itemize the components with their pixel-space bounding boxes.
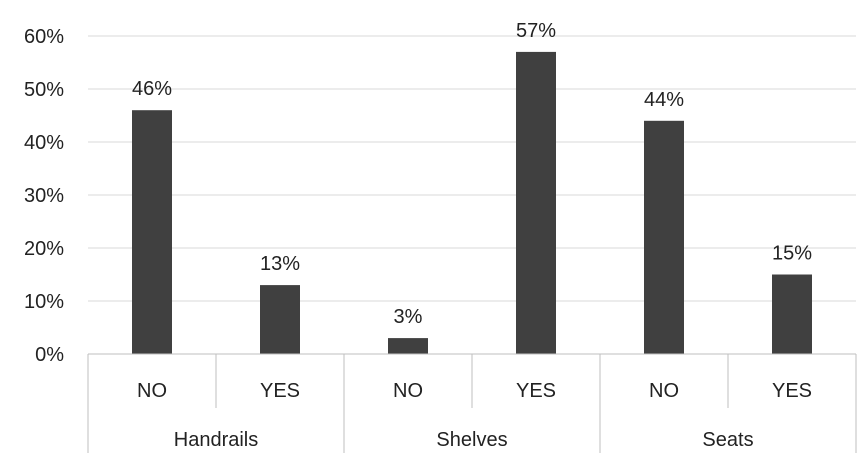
- grid-lines: [88, 35, 856, 302]
- y-tick-label: 0%: [35, 344, 64, 366]
- x-category-label: YES: [260, 380, 300, 402]
- y-tick-label: 30%: [24, 185, 64, 207]
- axes: 0% 10% 20% 30% 40% 50% 60% NO YES Handrails NO YES S…: [24, 26, 857, 453]
- value-labels: 46% 13% 3% 57% 44% 15%: [132, 20, 812, 328]
- bar: [644, 120, 684, 354]
- data-label: 57%: [516, 20, 556, 42]
- bars: [132, 51, 812, 355]
- x-category-label: NO: [649, 380, 679, 402]
- y-tick-label: 20%: [24, 238, 64, 260]
- bar: [260, 285, 300, 354]
- bar: [388, 338, 428, 354]
- x-group-label: Seats: [702, 429, 753, 451]
- y-tick-label: 10%: [24, 291, 64, 313]
- y-tick-label: 50%: [24, 79, 64, 101]
- data-label: 3%: [394, 306, 423, 328]
- y-tick-label: 40%: [24, 132, 64, 154]
- data-label: 46%: [132, 78, 172, 100]
- x-category-label: NO: [137, 380, 167, 402]
- data-label: 44%: [644, 89, 684, 111]
- x-category-label: NO: [393, 380, 423, 402]
- data-label: 15%: [772, 243, 812, 265]
- x-category-label: YES: [516, 380, 556, 402]
- bar: [772, 274, 812, 354]
- x-group-label: Shelves: [436, 429, 507, 451]
- bar: [132, 110, 172, 354]
- bar: [516, 51, 556, 355]
- x-group-label: Handrails: [174, 429, 258, 451]
- data-label: 13%: [260, 253, 300, 275]
- x-category-label: YES: [772, 380, 812, 402]
- y-tick-label: 60%: [24, 26, 64, 48]
